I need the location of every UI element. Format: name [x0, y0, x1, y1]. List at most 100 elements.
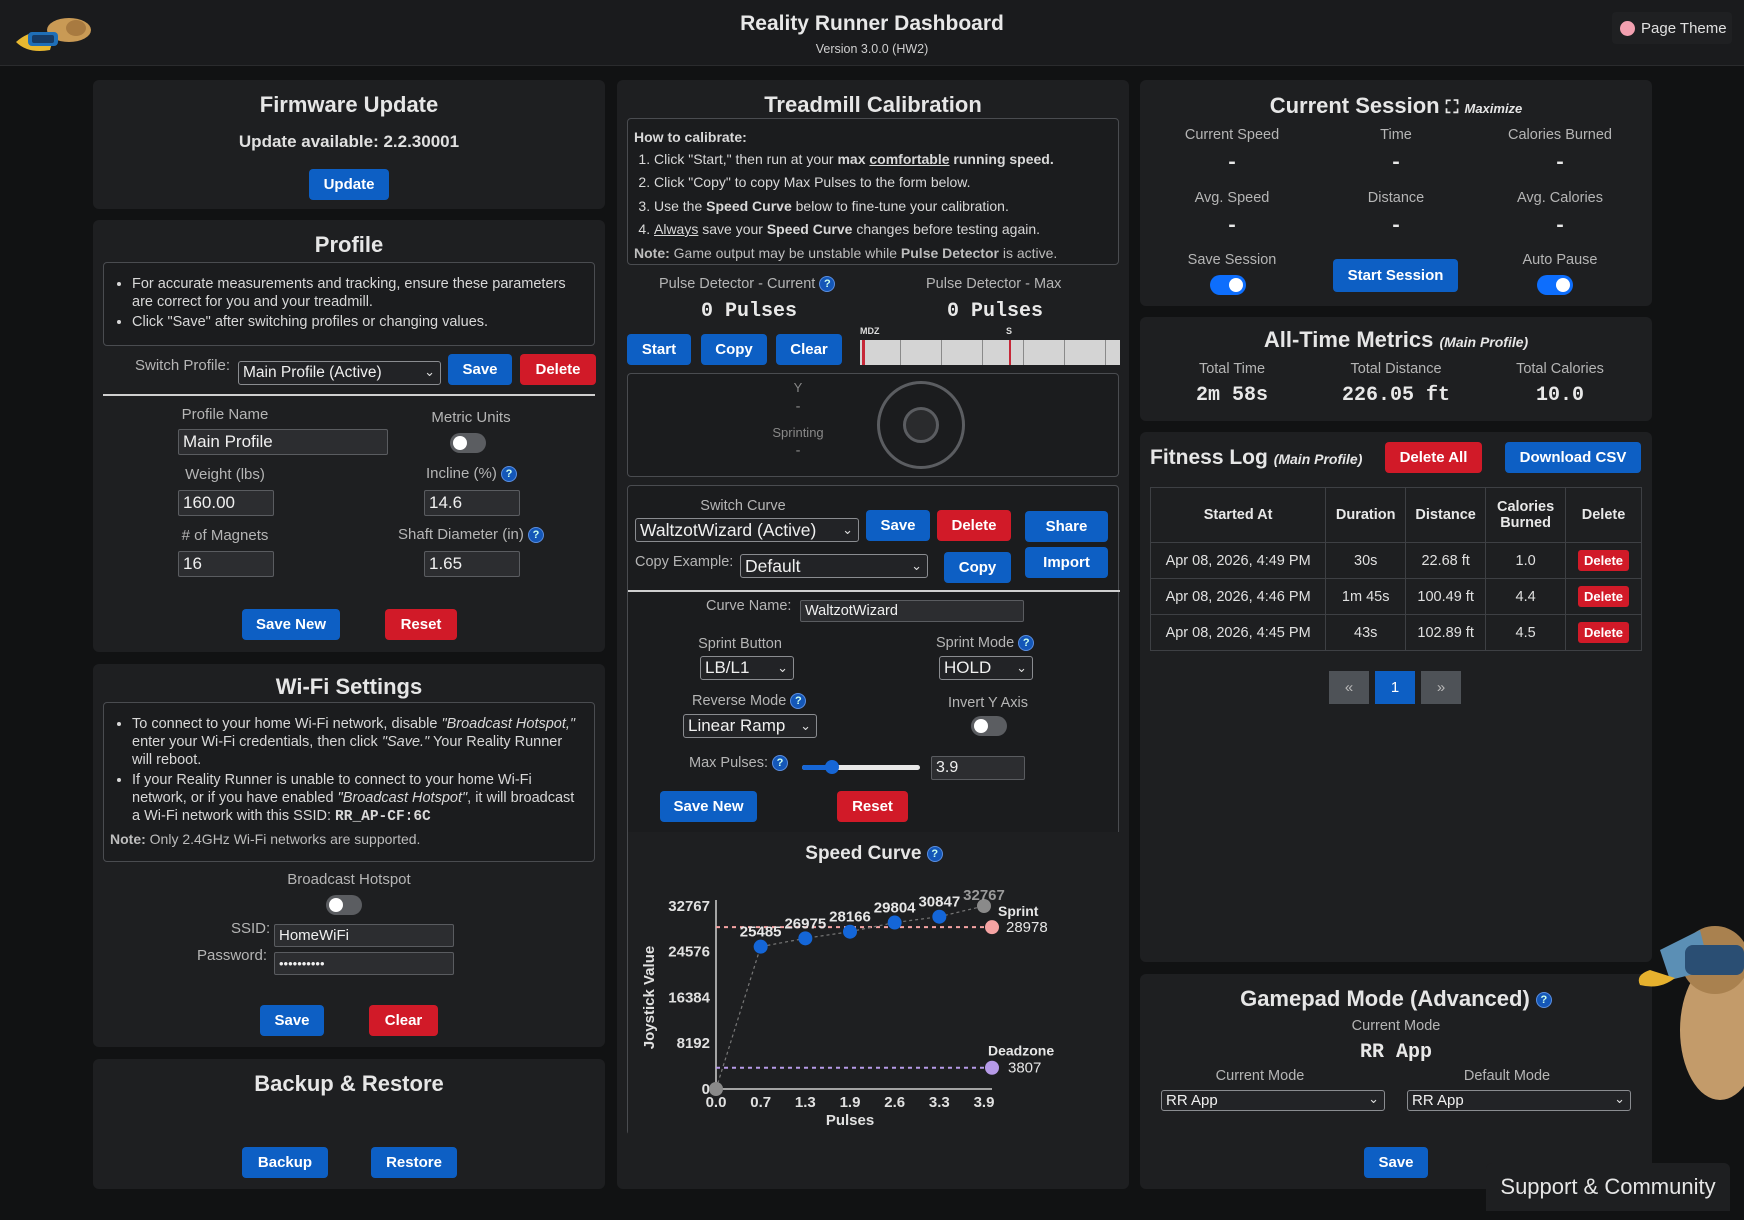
pager-prev-button[interactable]: «	[1329, 671, 1369, 704]
sprint-label: Sprint	[998, 903, 1039, 919]
metric-units-toggle[interactable]	[450, 433, 486, 453]
calories-value: -	[1553, 152, 1566, 175]
curve-copy-button[interactable]: Copy	[944, 552, 1011, 583]
curve-name-input[interactable]: WaltzotWizard	[800, 600, 1024, 622]
firmware-available: Update available: 2.2.30001	[238, 132, 460, 151]
password-input[interactable]: ••••••••••	[274, 952, 454, 975]
current-speed-label: Current Speed	[1184, 127, 1280, 143]
support-community-button[interactable]: Support & Community	[1486, 1163, 1730, 1211]
cell-calories: 4.4	[1485, 578, 1567, 615]
avg-speed-value: -	[1225, 215, 1238, 238]
current-speed-value: -	[1225, 152, 1238, 175]
row-delete-button[interactable]: Delete	[1578, 586, 1630, 607]
step-text: below to fine-tune your calibration.	[791, 197, 1009, 214]
table-row: Apr 08, 2026, 4:45 PM 43s 102.89 ft 4.5 …	[1149, 614, 1642, 651]
auto-pause-toggle[interactable]	[1537, 275, 1573, 295]
incline-input[interactable]: 14.6	[424, 490, 520, 516]
x-tick-label: 1.3	[795, 1094, 816, 1111]
logo[interactable]	[14, 12, 92, 56]
chevron-down-icon: ⌄	[777, 660, 788, 675]
shaft-diameter-input[interactable]: 1.65	[424, 551, 520, 577]
calibration-how-box: How to calibrate: Click "Start," then ru…	[627, 118, 1119, 265]
sprint-button-select[interactable]: LB/L1 ⌄	[700, 656, 794, 680]
download-csv-button[interactable]: Download CSV	[1505, 442, 1641, 473]
sprint-mode-value: HOLD	[944, 658, 992, 677]
ssid-input[interactable]: HomeWiFi	[274, 924, 454, 947]
profile-panel: Profile For accurate measurements and tr…	[93, 220, 605, 652]
profile-save-new-button[interactable]: Save New	[242, 609, 340, 640]
cell-calories: 1.0	[1485, 542, 1567, 579]
wifi-clear-button[interactable]: Clear	[369, 1005, 438, 1036]
calibration-title: Treadmill Calibration	[764, 92, 982, 117]
default-mode-select[interactable]: RR App ⌄	[1407, 1090, 1631, 1111]
cell-distance: 100.49 ft	[1405, 578, 1487, 615]
save-session-toggle[interactable]	[1210, 275, 1246, 295]
update-button[interactable]: Update	[309, 169, 389, 200]
calibration-note: Note: Game output may be unstable while …	[634, 243, 1112, 265]
start-session-button[interactable]: Start Session	[1333, 259, 1458, 292]
curve-select[interactable]: WaltzotWizard (Active) ⌄	[635, 518, 859, 542]
cell-distance: 102.89 ft	[1405, 614, 1487, 651]
pulse-clear-button[interactable]: Clear	[776, 334, 842, 365]
delete-all-button[interactable]: Delete All	[1385, 442, 1482, 473]
help-icon[interactable]: ?	[1535, 992, 1552, 1009]
restore-button[interactable]: Restore	[371, 1147, 457, 1178]
profile-reset-button[interactable]: Reset	[385, 609, 457, 640]
max-pulses-slider[interactable]	[802, 758, 920, 776]
row-delete-button[interactable]: Delete	[1578, 622, 1630, 643]
chevron-down-icon: ⌄	[911, 558, 922, 573]
curve-save-new-button[interactable]: Save New	[660, 791, 757, 822]
gamepad-save-button[interactable]: Save	[1364, 1147, 1428, 1178]
help-icon[interactable]: ?	[501, 466, 518, 483]
invert-y-label: Invert Y Axis	[947, 695, 1029, 711]
curve-share-button[interactable]: Share	[1025, 511, 1108, 542]
current-mode-select-label: Current Mode	[1215, 1068, 1305, 1084]
avg-calories-value: -	[1553, 215, 1566, 238]
chevron-down-icon: ⌄	[800, 718, 811, 733]
help-icon[interactable]: ?	[790, 693, 807, 710]
sprinting-value: -	[795, 443, 801, 459]
max-pulses-input[interactable]: 3.9	[931, 756, 1025, 780]
broadcast-hotspot-toggle[interactable]	[326, 895, 362, 915]
step-text: Click "Start," then run at your	[654, 150, 838, 167]
sprint-mode-select[interactable]: HOLD ⌄	[939, 656, 1033, 680]
pulse-start-button[interactable]: Start	[627, 334, 691, 365]
pager-next-button[interactable]: »	[1421, 671, 1461, 704]
palette-icon	[1620, 20, 1635, 36]
invert-y-toggle[interactable]	[971, 716, 1007, 736]
profile-note-2: Click "Save" after switching profiles or…	[132, 313, 584, 331]
maximize-link[interactable]: Maximize	[1464, 101, 1523, 116]
profile-save-button[interactable]: Save	[448, 354, 512, 385]
help-icon[interactable]: ?	[926, 845, 943, 862]
row-delete-button[interactable]: Delete	[1578, 550, 1630, 571]
weight-input[interactable]: 160.00	[178, 490, 274, 516]
profile-delete-button[interactable]: Delete	[520, 354, 596, 385]
page-theme-button[interactable]: Page Theme	[1612, 12, 1732, 44]
help-icon[interactable]: ?	[772, 755, 789, 772]
pager-page-1[interactable]: 1	[1375, 671, 1415, 704]
y-tick-label: 0	[702, 1081, 710, 1098]
curve-delete-button[interactable]: Delete	[937, 510, 1011, 541]
note-label: Note:	[110, 831, 146, 847]
wifi-save-button[interactable]: Save	[260, 1005, 324, 1036]
profile-name-input[interactable]: Main Profile	[178, 429, 388, 455]
help-icon[interactable]: ?	[819, 276, 836, 293]
reverse-mode-select[interactable]: Linear Ramp ⌄	[683, 714, 817, 738]
note-text: enter your Wi-Fi credentials, then click	[132, 734, 382, 750]
speed-curve-chart[interactable]: 32767 24576 16384 8192 00.0 0.7 1.3 1.9 2.6 3.3 3.…	[628, 866, 1120, 1136]
maximize-icon[interactable]: ⛶	[1445, 97, 1459, 117]
curve-import-button[interactable]: Import	[1025, 547, 1108, 578]
help-icon[interactable]: ?	[528, 527, 545, 544]
copy-example-select[interactable]: Default ⌄	[740, 554, 928, 578]
firmware-title: Firmware Update	[259, 92, 439, 117]
help-icon[interactable]: ?	[1018, 635, 1035, 652]
slider-knob[interactable]	[824, 760, 839, 774]
point-label: 26975	[784, 915, 826, 932]
switch-profile-select[interactable]: Main Profile (Active) ⌄	[238, 361, 441, 385]
current-mode-select[interactable]: RR App ⌄	[1161, 1090, 1385, 1111]
magnets-input[interactable]: 16	[178, 551, 274, 577]
curve-reset-button[interactable]: Reset	[837, 791, 908, 822]
pulse-copy-button[interactable]: Copy	[701, 334, 767, 365]
backup-button[interactable]: Backup	[242, 1147, 328, 1178]
curve-save-button[interactable]: Save	[866, 510, 930, 541]
